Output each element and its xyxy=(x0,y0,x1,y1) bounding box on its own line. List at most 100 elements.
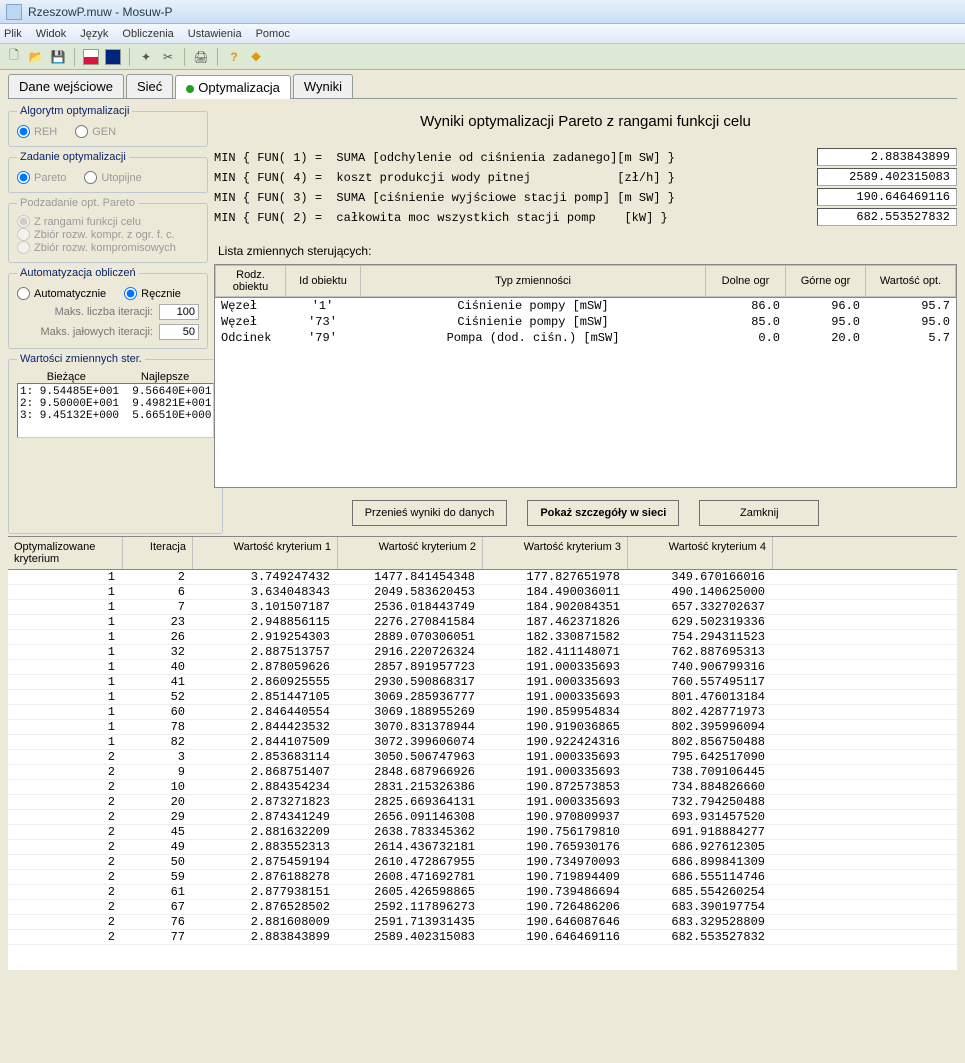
help-icon[interactable]: ? xyxy=(226,49,242,65)
maxidle-label: Maks. jałowych iteracji: xyxy=(41,326,153,338)
legend-podzadanie: Podzadanie opt. Pareto xyxy=(17,197,138,209)
radio-utopijne[interactable]: Utopijne xyxy=(84,171,141,184)
results-row[interactable]: 2202.8732718232825.669364131191.00033569… xyxy=(8,795,957,810)
panel-title: Wyniki optymalizacji Pareto z rangami fu… xyxy=(214,113,957,130)
legend-sv: Wartości zmiennych ster. xyxy=(17,353,145,365)
var-row[interactable]: Węzeł'1'Ciśnienie pompy [mSW]86.096.095.… xyxy=(215,298,956,314)
var-table: Rodz. obiektu Id obiektu Typ zmienności … xyxy=(214,264,957,488)
results-row[interactable]: 2452.8816322092638.783345362190.75617981… xyxy=(8,825,957,840)
objective-functions: MIN { FUN( 1) = SUMA [odchylenie od ciśn… xyxy=(214,148,799,228)
group-algorytm: Algorytm optymalizacji REH GEN xyxy=(8,105,208,147)
results-row[interactable]: 2102.8843542342831.215326386190.87257385… xyxy=(8,780,957,795)
results-row[interactable]: 2502.8754591942610.472867955190.73497009… xyxy=(8,855,957,870)
results-row[interactable]: 1602.8464405543069.188955269190.85995483… xyxy=(8,705,957,720)
show-details-button[interactable]: Pokaż szczegóły w sieci xyxy=(527,500,679,526)
res-col-0: Optymalizowane kryterium xyxy=(8,537,123,569)
var-row[interactable]: Węzeł'73'Ciśnienie pompy [mSW]85.095.095… xyxy=(215,314,956,330)
tab-dane[interactable]: Dane wejściowe xyxy=(8,74,124,98)
results-row[interactable]: 1412.8609255552930.590868317191.00033569… xyxy=(8,675,957,690)
flag-uk-icon[interactable] xyxy=(105,49,121,65)
legend-auto: Automatyzacja obliczeń xyxy=(17,267,139,279)
res-col-2: Wartość kryterium 1 xyxy=(193,537,338,569)
results-row[interactable]: 1322.8875137572916.220726324182.41114807… xyxy=(8,645,957,660)
print-icon[interactable]: 🖨 xyxy=(193,49,209,65)
tab-optymalizacja[interactable]: Optymalizacja xyxy=(175,75,291,99)
radio-rangi: Z rangami funkcji celu xyxy=(17,215,199,228)
toolbar-sep xyxy=(129,48,130,66)
menu-jezyk[interactable]: Język xyxy=(80,28,108,40)
fun-val-3: 190.646469116 xyxy=(817,188,957,206)
var-col-3: Dolne ogr xyxy=(706,266,786,297)
radio-pareto[interactable]: Pareto xyxy=(17,171,66,184)
fun-val-2: 2589.402315083 xyxy=(817,168,957,186)
radio-zbior1-input xyxy=(17,228,30,241)
radio-gen-input[interactable] xyxy=(75,125,88,138)
app-icon xyxy=(6,4,22,20)
results-row[interactable]: 2762.8816080092591.713931435190.64608764… xyxy=(8,915,957,930)
results-row[interactable]: 123.7492474321477.841454348177.827651978… xyxy=(8,570,957,585)
legend-zadanie: Zadanie optymalizacji xyxy=(17,151,129,163)
toolbar-sep xyxy=(217,48,218,66)
menu-obliczenia[interactable]: Obliczenia xyxy=(122,28,173,40)
tools-icon[interactable]: ✂ xyxy=(160,49,176,65)
results-row[interactable]: 2492.8835523132614.436732181190.76593017… xyxy=(8,840,957,855)
radio-auto[interactable]: Automatycznie xyxy=(17,287,106,300)
results-row[interactable]: 2592.8761882782608.471692781190.71989440… xyxy=(8,870,957,885)
radio-reh-input[interactable] xyxy=(17,125,30,138)
results-row[interactable]: 2292.8743412492656.091146308190.97080993… xyxy=(8,810,957,825)
wand-icon[interactable]: ✦ xyxy=(138,49,154,65)
toolbar-sep xyxy=(74,48,75,66)
radio-recznie-input[interactable] xyxy=(124,287,137,300)
results-row[interactable]: 2772.8838438992589.402315083190.64646911… xyxy=(8,930,957,945)
menubar: Plik Widok Język Obliczenia Ustawienia P… xyxy=(0,24,965,44)
tab-siec[interactable]: Sieć xyxy=(126,74,173,98)
fun-val-4: 682.553527832 xyxy=(817,208,957,226)
about-icon[interactable]: ❖ xyxy=(248,49,264,65)
maxiter-input[interactable] xyxy=(159,304,199,320)
res-col-5: Wartość kryterium 4 xyxy=(628,537,773,569)
var-body: Węzeł'1'Ciśnienie pompy [mSW]86.096.095.… xyxy=(215,298,956,346)
radio-recznie[interactable]: Ręcznie xyxy=(124,287,181,300)
results-row[interactable]: 232.8536831143050.506747963191.000335693… xyxy=(8,750,957,765)
toolbar-sep xyxy=(184,48,185,66)
results-row[interactable]: 1402.8780596262857.891957723191.00033569… xyxy=(8,660,957,675)
results-row[interactable]: 1822.8441075093072.399606074190.92242431… xyxy=(8,735,957,750)
results-row[interactable]: 1522.8514471053069.285936777191.00033569… xyxy=(8,690,957,705)
results-row[interactable]: 1262.9192543032889.070306051182.33087158… xyxy=(8,630,957,645)
group-podzadanie: Podzadanie opt. Pareto Z rangami funkcji… xyxy=(8,197,208,263)
save-icon[interactable]: 💾 xyxy=(50,49,66,65)
sv-head-biezace: Bieżące xyxy=(17,371,116,383)
results-row[interactable]: 2672.8765285022592.117896273190.72648620… xyxy=(8,900,957,915)
results-row[interactable]: 1232.9488561152276.270841584187.46237182… xyxy=(8,615,957,630)
results-row[interactable]: 163.6340483432049.583620453184.490036011… xyxy=(8,585,957,600)
tab-wyniki[interactable]: Wyniki xyxy=(293,74,353,98)
radio-zbior2-input xyxy=(17,241,30,254)
menu-pomoc[interactable]: Pomoc xyxy=(256,28,290,40)
radio-pareto-input[interactable] xyxy=(17,171,30,184)
move-results-button[interactable]: Przenieś wyniki do danych xyxy=(352,500,508,526)
var-row[interactable]: Odcinek'79'Pompa (dod. ciśn.) [mSW]0.020… xyxy=(215,330,956,346)
tab-strip: Dane wejściowe Sieć Optymalizacja Wyniki xyxy=(8,74,957,99)
menu-ustawienia[interactable]: Ustawienia xyxy=(188,28,242,40)
radio-reh[interactable]: REH xyxy=(17,125,57,138)
open-icon[interactable]: 📂 xyxy=(28,49,44,65)
active-dot-icon xyxy=(186,85,194,93)
toolbar: 🗋 📂 💾 ✦ ✂ 🖨 ? ❖ xyxy=(0,44,965,70)
results-body[interactable]: 123.7492474321477.841454348177.827651978… xyxy=(8,570,957,970)
maxidle-input[interactable] xyxy=(159,324,199,340)
new-icon[interactable]: 🗋 xyxy=(6,49,22,65)
radio-utopijne-input[interactable] xyxy=(84,171,97,184)
radio-auto-input[interactable] xyxy=(17,287,30,300)
radio-gen[interactable]: GEN xyxy=(75,125,116,138)
close-button[interactable]: Zamknij xyxy=(699,500,819,526)
results-row[interactable]: 173.1015071872536.018443749184.902084351… xyxy=(8,600,957,615)
flag-pl-icon[interactable] xyxy=(83,49,99,65)
titlebar: RzeszowP.muw - Mosuw-P xyxy=(0,0,965,24)
group-sv: Wartości zmiennych ster. Bieżące Najleps… xyxy=(8,353,223,534)
results-row[interactable]: 1782.8444235323070.831378944190.91903686… xyxy=(8,720,957,735)
var-list-title: Lista zmiennych sterujących: xyxy=(218,244,957,258)
menu-plik[interactable]: Plik xyxy=(4,28,22,40)
menu-widok[interactable]: Widok xyxy=(36,28,67,40)
results-row[interactable]: 292.8687514072848.687966926191.000335693… xyxy=(8,765,957,780)
results-row[interactable]: 2612.8779381512605.426598865190.73948669… xyxy=(8,885,957,900)
